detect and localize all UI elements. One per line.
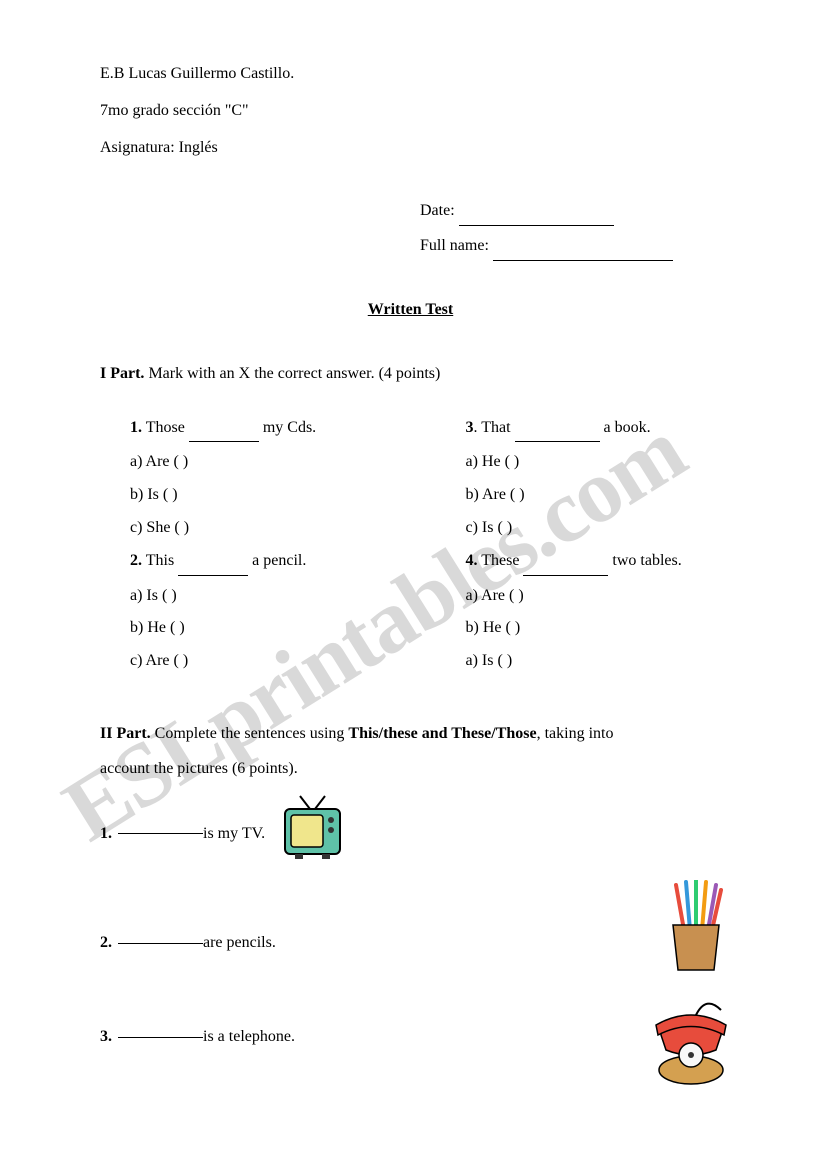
grade-section: 7mo grado sección "C" (100, 97, 721, 126)
p2-2-after: are pencils. (203, 929, 276, 958)
part2-bold: II Part. (100, 725, 151, 742)
part1-grid: 1. Those my Cds. a) Are ( ) b) Is ( ) c)… (100, 414, 721, 680)
q3-before: . That (474, 419, 515, 436)
question-3: 3. That a book. (466, 414, 722, 443)
part2-header: II Part. Complete the sentences using Th… (100, 720, 721, 749)
pencils-icon (656, 880, 736, 991)
part1-header: I Part. Mark with an X the correct answe… (100, 360, 721, 389)
question-1: 1. Those my Cds. (130, 414, 386, 443)
meta-fields: Date: Full name: (420, 197, 721, 261)
q2-opt-b[interactable]: b) He ( ) (130, 614, 386, 643)
q1-opt-c[interactable]: c) She ( ) (130, 514, 386, 543)
part2-text1: Complete the sentences using (151, 725, 349, 742)
q3-opt-b[interactable]: b) Are ( ) (466, 481, 722, 510)
subject-line: Asignatura: Inglés (100, 134, 721, 163)
q4-blank[interactable] (523, 575, 608, 576)
part2-item-2: 2. are pencils. (100, 929, 721, 958)
q2-opt-c[interactable]: c) Are ( ) (130, 647, 386, 676)
q3-opt-c[interactable]: c) Is ( ) (466, 514, 722, 543)
q3-opt-a[interactable]: a) He ( ) (466, 448, 722, 477)
q4-before: These (478, 552, 524, 569)
part2-item-3: 3. is a telephone. (100, 1023, 721, 1052)
question-col-left: 1. Those my Cds. a) Are ( ) b) Is ( ) c)… (130, 414, 386, 680)
q4-num: 4. (466, 552, 478, 569)
part2-header-line2: account the pictures (6 points). (100, 755, 721, 784)
q1-num: 1. (130, 419, 142, 436)
q2-after: a pencil. (248, 552, 306, 569)
q3-blank[interactable] (515, 441, 600, 442)
p2-2-num: 2. (100, 929, 112, 958)
q1-opt-b[interactable]: b) Is ( ) (130, 481, 386, 510)
tv-icon (275, 794, 350, 875)
p2-3-num: 3. (100, 1023, 112, 1052)
p2-3-after: is a telephone. (203, 1023, 295, 1052)
q2-num: 2. (130, 552, 142, 569)
part1-text: Mark with an X the correct answer. (4 po… (144, 365, 440, 382)
fullname-label: Full name: (420, 237, 489, 254)
p2-1-num: 1. (100, 820, 112, 849)
school-name: E.B Lucas Guillermo Castillo. (100, 60, 721, 89)
part2-item-1: 1. is my TV. (100, 794, 721, 875)
p2-2-blank[interactable] (118, 943, 203, 944)
q3-num: 3 (466, 419, 474, 436)
part1-bold: I Part. (100, 365, 144, 382)
part2-bold2: This/these and These/Those (348, 725, 536, 742)
p2-1-after: is my TV. (203, 820, 265, 849)
p2-3-blank[interactable] (118, 1037, 203, 1038)
question-4: 4. These two tables. (466, 547, 722, 576)
q3-after: a book. (600, 419, 651, 436)
q4-opt-b[interactable]: b) He ( ) (466, 614, 722, 643)
q2-before: This (146, 552, 178, 569)
fullname-blank[interactable] (493, 260, 673, 261)
q1-before: Those (146, 419, 189, 436)
q4-opt-c[interactable]: a) Is ( ) (466, 647, 722, 676)
date-label: Date: (420, 202, 455, 219)
q1-after: my Cds. (259, 419, 316, 436)
date-blank[interactable] (459, 225, 614, 226)
question-2: 2. This a pencil. (130, 547, 386, 576)
q1-opt-a[interactable]: a) Are ( ) (130, 448, 386, 477)
part2-text2: , taking into (537, 725, 614, 742)
p2-1-blank[interactable] (118, 833, 203, 834)
test-title: Written Test (100, 296, 721, 325)
q4-after: two tables. (608, 552, 681, 569)
q1-blank[interactable] (189, 441, 259, 442)
question-col-right: 3. That a book. a) He ( ) b) Are ( ) c) … (466, 414, 722, 680)
q2-blank[interactable] (178, 575, 248, 576)
q4-opt-a[interactable]: a) Are ( ) (466, 582, 722, 611)
telephone-icon (646, 1000, 736, 1101)
q2-opt-a[interactable]: a) Is ( ) (130, 582, 386, 611)
